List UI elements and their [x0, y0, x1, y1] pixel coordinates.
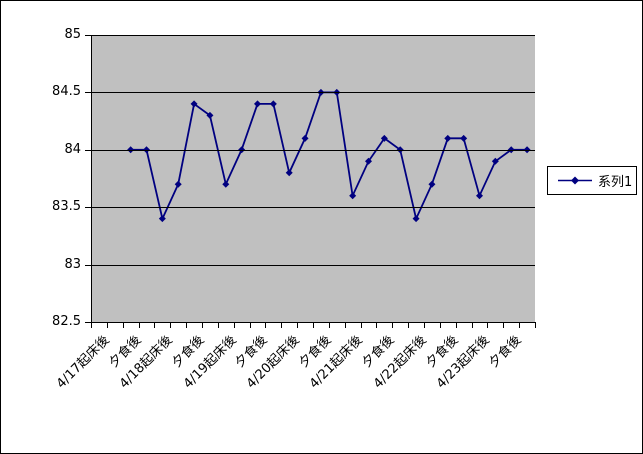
legend: 系列1 [547, 166, 637, 195]
y-axis-tick [85, 150, 91, 151]
data-point-marker [269, 100, 277, 108]
y-axis-tick-label: 85 [64, 27, 81, 42]
x-axis-tick [281, 323, 282, 328]
gridline [91, 150, 535, 151]
plot-area [91, 35, 535, 322]
data-point-marker [428, 180, 436, 188]
x-axis-tick [91, 323, 92, 328]
x-axis-tick [107, 323, 108, 328]
data-point-marker [460, 134, 468, 142]
x-axis-tick [250, 323, 251, 328]
x-axis [91, 322, 536, 323]
x-axis-tick-label: 4/17起床後 [53, 332, 113, 392]
y-axis-tick-label: 84 [64, 142, 81, 157]
x-axis-tick [329, 323, 330, 328]
x-axis-tick [265, 323, 266, 328]
y-axis-tick-label: 83.5 [52, 199, 81, 214]
gridline [91, 92, 535, 93]
data-point-marker [206, 111, 214, 119]
y-axis-tick-label: 82.5 [52, 314, 81, 329]
data-point-marker [444, 134, 452, 142]
data-point-marker [412, 215, 420, 223]
x-axis-tick [487, 323, 488, 328]
data-point-marker [190, 100, 198, 108]
x-axis-tick [503, 323, 504, 328]
data-point-marker [127, 146, 135, 154]
data-point-marker [365, 157, 372, 165]
data-point-marker [143, 146, 150, 154]
x-axis-tick [202, 323, 203, 328]
data-point-marker [349, 192, 357, 200]
series-polyline [130, 91, 528, 222]
data-point-marker [380, 134, 388, 142]
x-axis-tick [218, 323, 219, 328]
data-point-marker [523, 146, 531, 154]
gridline [91, 207, 535, 208]
data-point-marker [222, 180, 230, 188]
x-axis-tick [139, 323, 140, 328]
gridline [91, 35, 535, 36]
x-axis-tick [424, 323, 425, 328]
y-axis-tick-label: 83 [64, 257, 81, 272]
x-axis-tick [313, 323, 314, 328]
x-axis-tick [297, 323, 298, 328]
legend-series-marker-icon [558, 176, 592, 185]
x-axis-tick [472, 323, 473, 328]
x-axis-tick [440, 323, 441, 328]
x-axis-tick [234, 323, 235, 328]
data-point-marker [507, 146, 515, 154]
series-line [127, 88, 531, 223]
x-axis-tick [361, 323, 362, 328]
x-axis-tick [186, 323, 187, 328]
x-axis-tick-label: 夕食後 [486, 332, 525, 372]
y-axis-tick [85, 92, 91, 93]
legend-series-label: 系列1 [598, 175, 633, 190]
x-axis-tick [519, 323, 520, 328]
y-axis-tick [85, 322, 91, 323]
y-axis-tick-label: 84.5 [52, 84, 81, 99]
y-axis-tick [85, 265, 91, 266]
data-point-marker [158, 215, 166, 223]
gridline [91, 265, 535, 266]
data-point-marker [254, 100, 261, 108]
y-axis [91, 35, 92, 322]
data-point-marker [238, 146, 246, 154]
data-point-marker [396, 146, 404, 154]
x-axis-tick [154, 323, 155, 328]
data-point-marker [476, 192, 483, 200]
data-point-marker [285, 169, 293, 177]
data-point-marker [174, 180, 182, 188]
x-axis-tick [123, 323, 124, 328]
x-axis-tick [170, 323, 171, 328]
x-axis-tick [456, 323, 457, 328]
x-axis-tick [392, 323, 393, 328]
x-axis-tick [535, 323, 536, 328]
x-axis-tick [376, 323, 377, 328]
y-axis-tick [85, 35, 91, 36]
x-axis-tick [345, 323, 346, 328]
data-point-marker [301, 134, 309, 142]
data-point-marker [491, 157, 499, 165]
x-axis-tick [408, 323, 409, 328]
y-axis-tick [85, 207, 91, 208]
